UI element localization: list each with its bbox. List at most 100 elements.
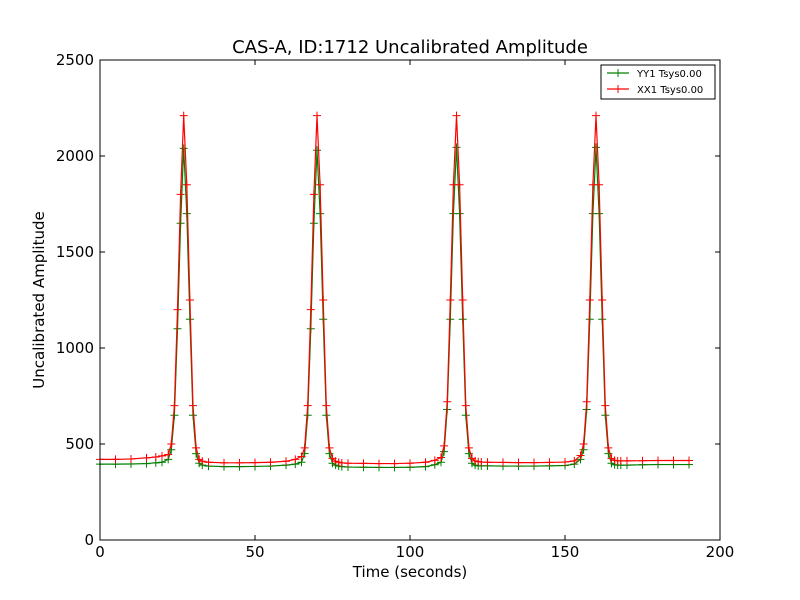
- legend-frame: [600, 64, 716, 100]
- series-xx1-point: [623, 456, 631, 465]
- series-xx1-point: [111, 455, 120, 464]
- series-xx1-point: [440, 441, 449, 450]
- x-axis: 0 50 100 150 200: [95, 60, 734, 561]
- series-xx1-point: [430, 456, 439, 465]
- series-yy1-point: [182, 209, 191, 218]
- y-axis: 0 500 1000 1500 2000 2500: [56, 51, 720, 549]
- series-xx1-point: [251, 458, 259, 467]
- series-xx1-point: [595, 180, 604, 189]
- series-xx1-point: [452, 111, 461, 120]
- series-xx1-point: [182, 180, 191, 189]
- series-xx1-point: [390, 459, 399, 468]
- series-xx1-point: [579, 440, 588, 448]
- x-tick-label: 50: [245, 543, 264, 561]
- legend-marker-yy1: [614, 69, 622, 77]
- series-xx1-point: [204, 458, 213, 467]
- x-tick-label: 200: [706, 543, 735, 561]
- series-yy1-point: [452, 143, 461, 152]
- series-xx1-point: [127, 454, 135, 463]
- series-xx1-point: [179, 111, 188, 120]
- series-xx1-point: [638, 456, 647, 465]
- series-yy1-point: [179, 144, 188, 153]
- legend-label-xx1: XX1 Tsys0.00: [637, 85, 703, 96]
- series-xx1-point: [576, 451, 585, 460]
- series-yy1-point: [309, 219, 318, 228]
- series-xx1-point: [319, 296, 328, 304]
- series-xx1-point: [189, 401, 197, 410]
- series-xx1-point: [598, 296, 607, 304]
- series-yy1-point: [313, 146, 321, 155]
- series-xx1-point: [198, 457, 207, 466]
- series-xx1-point: [235, 458, 244, 467]
- chart-title: CAS-A, ID:1712 Uncalibrated Amplitude: [232, 37, 588, 58]
- series-xx1-point: [282, 457, 290, 466]
- series-xx1-point: [297, 452, 306, 461]
- y-tick-label: 2000: [56, 147, 94, 165]
- series-xx1-point: [142, 453, 151, 462]
- series-xx1-point: [446, 296, 455, 304]
- series-xx1-point: [685, 456, 693, 465]
- y-tick-label: 1000: [56, 339, 94, 357]
- series-xx1-point: [151, 453, 160, 462]
- series-xx1-point: [421, 458, 430, 467]
- series-xx1-point: [514, 458, 523, 467]
- series-xx1-point: [669, 456, 678, 465]
- x-tick-label: 100: [396, 543, 425, 561]
- y-tick-label: 500: [65, 435, 94, 453]
- series-xx1-point: [461, 401, 470, 410]
- series-xx1-point: [443, 397, 452, 406]
- series-xx1-point: [220, 458, 228, 467]
- series-xx1-point: [464, 443, 473, 452]
- series-xx1-point: [309, 190, 318, 199]
- legend: YY1 Tsys0.00 XX1 Tsys0.00: [600, 64, 716, 100]
- series-yy1-point: [595, 209, 604, 218]
- series-xx1-point: [344, 459, 352, 468]
- series-xx1-point: [458, 296, 467, 304]
- series-xx1-point: [604, 443, 613, 452]
- series-layer: [96, 111, 693, 472]
- series-xx1-point: [313, 111, 321, 120]
- y-tick-label: 1500: [56, 243, 94, 261]
- series-xx1-point: [300, 443, 309, 452]
- legend-label-yy1: YY1 Tsys0.00: [636, 69, 702, 80]
- series-xx1-point: [158, 451, 166, 460]
- x-axis-title: Time (seconds): [352, 563, 468, 581]
- legend-marker-xx1: [614, 85, 622, 93]
- series-xx1-point: [406, 459, 414, 468]
- series-xx1-point: [530, 458, 538, 467]
- series-xx1-point: [170, 401, 179, 410]
- series-xx1-point: [499, 458, 507, 467]
- series-yy1-point: [316, 209, 325, 218]
- series-xx1-point: [654, 456, 662, 465]
- series-yy1-line: [100, 147, 689, 469]
- series-xx1-point: [176, 190, 185, 199]
- series-xx1-point: [455, 180, 464, 189]
- series-xx1-point: [570, 456, 579, 465]
- series-xx1-point: [375, 459, 383, 468]
- series-xx1-point: [437, 453, 445, 462]
- series-xx1-point: [266, 458, 275, 467]
- series-xx1-point: [164, 450, 173, 459]
- series-xx1-point: [303, 401, 312, 410]
- y-tick-label: 2500: [56, 51, 94, 69]
- series-xx1-point: [483, 458, 492, 467]
- x-tick-label: 150: [551, 543, 580, 561]
- series-xx1-point: [585, 296, 594, 304]
- series-xx1-point: [561, 458, 569, 467]
- series-xx1-point: [582, 397, 591, 406]
- series-xx1-point: [192, 443, 201, 452]
- series-xx1-point: [306, 305, 315, 314]
- series-xx1-point: [545, 458, 554, 467]
- series-yy1-point: [176, 219, 185, 228]
- series-xx1-point: [325, 443, 334, 452]
- series-xx1-point: [359, 459, 368, 468]
- series-xx1-point: [173, 305, 182, 314]
- series-yy1-point: [592, 143, 600, 152]
- series-xx1-point: [185, 296, 194, 304]
- y-axis-title: Uncalibrated Amplitude: [30, 211, 48, 388]
- series-xx1-point: [167, 440, 176, 448]
- x-tick-label: 0: [95, 543, 105, 561]
- y-tick-label: 0: [84, 531, 94, 549]
- series-xx1-point: [592, 111, 600, 120]
